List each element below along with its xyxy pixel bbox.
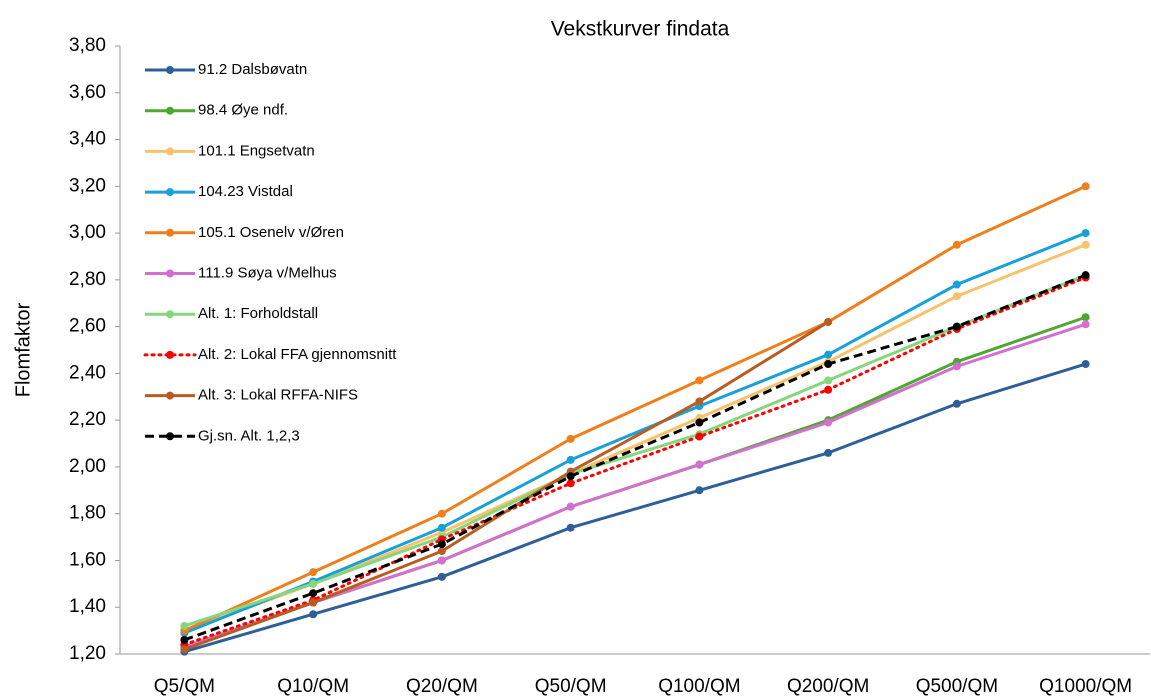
x-tick-label: Q500/QM — [916, 676, 998, 697]
data-point — [566, 502, 575, 511]
x-tick-label: Q20/QM — [406, 676, 478, 697]
series-line — [183, 273, 1087, 642]
series-line — [183, 273, 1087, 628]
legend-label: 111.9 Søya v/Melhus — [198, 264, 337, 281]
data-point — [1081, 360, 1090, 369]
data-point — [566, 455, 575, 464]
y-tick-label: 2,20 — [69, 409, 106, 430]
data-point — [695, 486, 704, 495]
data-point — [566, 472, 575, 481]
data-point — [309, 579, 318, 588]
data-point — [824, 350, 833, 359]
data-point — [952, 240, 961, 249]
y-tick-label: 3,20 — [69, 175, 106, 196]
data-point — [695, 376, 704, 385]
legend-label: 104.23 Vistdal — [198, 183, 293, 200]
series-line — [183, 320, 829, 651]
y-axis-label: Flomfaktor — [12, 302, 34, 397]
data-point — [309, 568, 318, 577]
legend-marker — [166, 147, 174, 156]
legend-label: Alt. 3: Lokal RFFA-NIFS — [198, 387, 358, 404]
y-tick-label: 3,80 — [69, 35, 106, 56]
y-tick-label: 2,40 — [69, 362, 106, 383]
legend-marker — [166, 432, 174, 441]
y-tick-label: 1,20 — [69, 643, 106, 664]
legend-marker — [166, 310, 174, 319]
y-tick-label: 1,80 — [69, 503, 106, 524]
data-point — [695, 460, 704, 469]
x-tick-label: Q10/QM — [277, 676, 349, 697]
data-point — [437, 572, 446, 581]
data-point — [695, 397, 704, 406]
data-point — [309, 589, 318, 598]
y-tick-label: 3,60 — [69, 82, 106, 103]
data-point — [824, 418, 833, 427]
x-tick-label: Q5/QM — [154, 676, 215, 697]
x-tick-label: Q100/QM — [658, 676, 740, 697]
chart-title: Vekstkurver findata — [551, 18, 730, 41]
data-point — [180, 635, 189, 644]
legend-marker — [166, 228, 174, 237]
legend-marker — [166, 391, 174, 400]
legend-label: 91.2 Dalsbøvatn — [198, 61, 307, 78]
data-point — [437, 540, 446, 549]
legend-label: Alt. 2: Lokal FFA gjennomsnitt — [198, 346, 397, 363]
legend-marker — [166, 106, 174, 115]
y-tick-label: 3,00 — [69, 222, 106, 243]
y-tick-label: 1,60 — [69, 549, 106, 570]
data-point — [695, 418, 704, 427]
data-point — [180, 645, 189, 654]
data-point — [309, 610, 318, 619]
series-line — [183, 362, 1087, 654]
x-tick-label: Q200/QM — [787, 676, 869, 697]
data-point — [1081, 240, 1090, 249]
data-point — [1081, 320, 1090, 329]
data-point — [566, 434, 575, 443]
data-point — [180, 621, 189, 630]
y-tick-label: 2,60 — [69, 316, 106, 337]
legend-label: 105.1 Osenelv v/Øren — [198, 224, 344, 241]
series-line — [183, 184, 1087, 632]
data-point — [437, 547, 446, 556]
legend-label: 98.4 Øye ndf. — [198, 102, 288, 119]
y-tick-label: 2,80 — [69, 269, 106, 290]
data-point — [824, 376, 833, 385]
data-point — [1081, 313, 1090, 322]
x-tick-label: Q50/QM — [535, 676, 607, 697]
legend-marker — [166, 66, 174, 74]
data-point — [566, 479, 575, 488]
legend-label: 101.1 Engsetvatn — [198, 142, 315, 159]
data-point — [824, 448, 833, 457]
legend-marker — [166, 269, 174, 278]
data-point — [437, 556, 446, 565]
y-tick-label: 1,40 — [69, 596, 106, 617]
data-point — [695, 432, 704, 441]
series-line — [183, 231, 1087, 635]
data-point — [437, 509, 446, 518]
y-tick-label: 3,40 — [69, 129, 106, 150]
data-point — [1081, 182, 1090, 191]
data-point — [1081, 229, 1090, 238]
data-point — [309, 598, 318, 607]
data-point — [824, 385, 833, 394]
data-point — [1081, 271, 1090, 280]
y-tick-label: 2,00 — [69, 456, 106, 477]
data-point — [952, 399, 961, 408]
data-point — [952, 322, 961, 331]
x-tick-label: Q1000/QM — [1039, 676, 1132, 697]
legend-marker — [166, 188, 174, 197]
legend-label: Alt. 1: Forholdstall — [198, 305, 318, 322]
data-point — [952, 280, 961, 289]
data-point — [952, 362, 961, 371]
data-point — [824, 317, 833, 326]
data-point — [566, 523, 575, 532]
data-point — [437, 523, 446, 532]
data-point — [952, 292, 961, 301]
legend-marker — [166, 350, 174, 359]
data-point — [824, 360, 833, 369]
legend-label: Gj.sn. Alt. 1,2,3 — [198, 427, 300, 444]
series-line — [182, 276, 1088, 647]
